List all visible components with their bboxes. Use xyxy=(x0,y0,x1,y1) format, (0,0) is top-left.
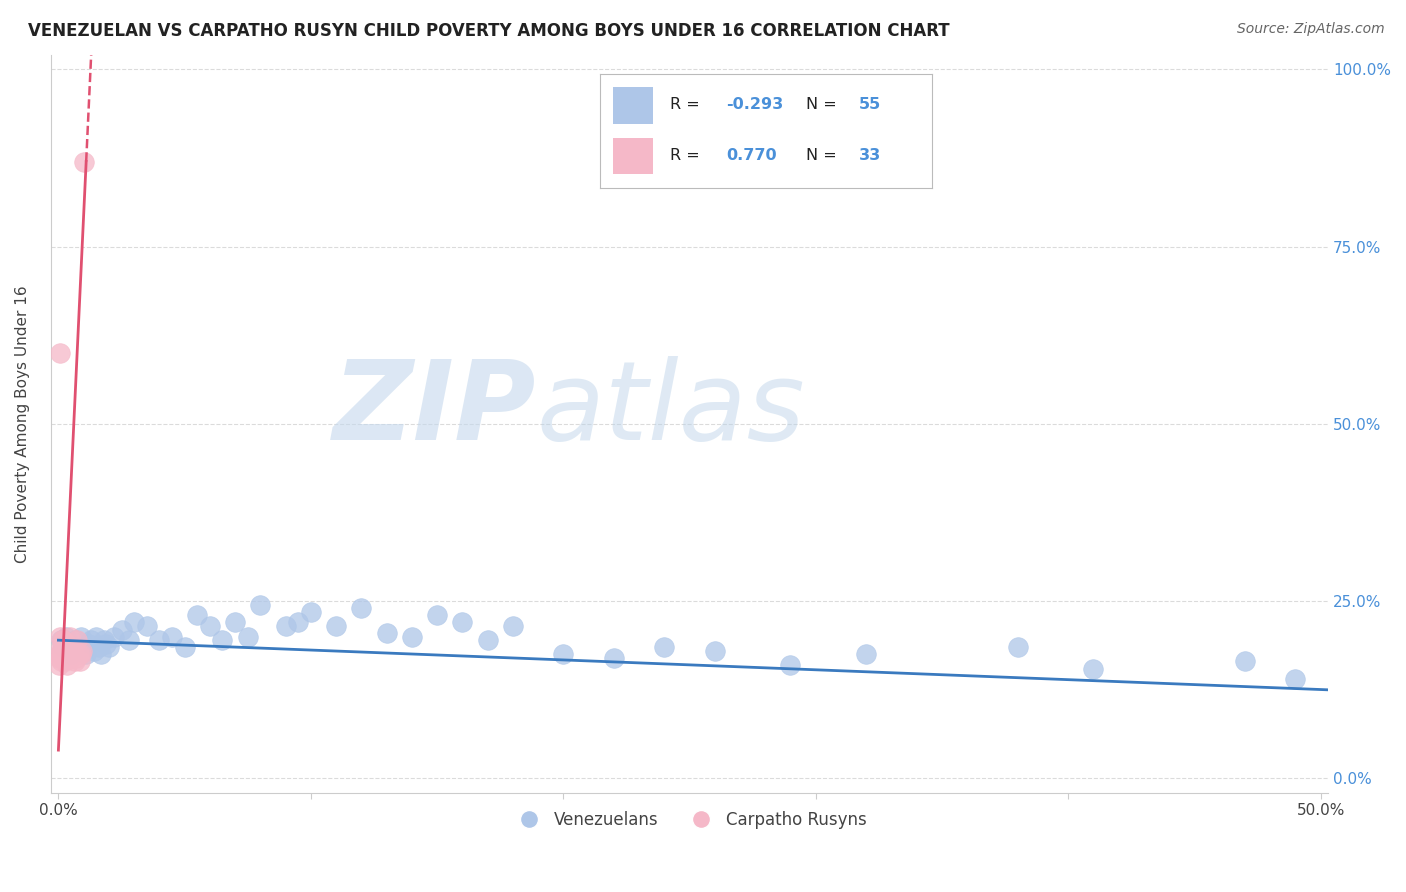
Text: VENEZUELAN VS CARPATHO RUSYN CHILD POVERTY AMONG BOYS UNDER 16 CORRELATION CHART: VENEZUELAN VS CARPATHO RUSYN CHILD POVER… xyxy=(28,22,949,40)
Point xyxy=(603,651,626,665)
Point xyxy=(1083,661,1105,675)
Point xyxy=(401,630,423,644)
Point xyxy=(70,630,93,644)
Point xyxy=(198,619,221,633)
Point xyxy=(299,605,322,619)
Point xyxy=(855,648,877,662)
Point xyxy=(69,655,91,669)
Point xyxy=(135,619,157,633)
Point xyxy=(103,630,125,644)
Point xyxy=(1233,655,1256,669)
Point xyxy=(93,633,115,648)
Point xyxy=(51,644,73,658)
Point xyxy=(96,637,118,651)
Point xyxy=(55,651,77,665)
Legend: Venezuelans, Carpatho Rusyns: Venezuelans, Carpatho Rusyns xyxy=(506,805,873,836)
Point xyxy=(58,644,80,658)
Point xyxy=(49,633,72,648)
Point xyxy=(49,640,72,655)
Point xyxy=(49,651,72,665)
Point xyxy=(287,615,309,630)
Point xyxy=(90,648,112,662)
Point xyxy=(52,648,75,662)
Y-axis label: Child Poverty Among Boys Under 16: Child Poverty Among Boys Under 16 xyxy=(15,285,30,563)
Point xyxy=(52,648,75,662)
Point xyxy=(62,640,84,655)
Point xyxy=(148,633,170,648)
Point xyxy=(70,648,93,662)
Point xyxy=(110,623,132,637)
Point xyxy=(65,651,87,665)
Point xyxy=(56,658,79,673)
Point xyxy=(52,633,75,648)
Point xyxy=(55,644,77,658)
Point xyxy=(84,630,107,644)
Text: Source: ZipAtlas.com: Source: ZipAtlas.com xyxy=(1237,22,1385,37)
Point xyxy=(51,648,73,662)
Point xyxy=(274,619,297,633)
Point xyxy=(118,633,141,648)
Point xyxy=(160,630,183,644)
Text: ZIP: ZIP xyxy=(333,356,536,463)
Point xyxy=(67,644,90,658)
Point xyxy=(87,640,110,655)
Point xyxy=(97,640,120,655)
Point xyxy=(66,633,89,648)
Point xyxy=(83,644,105,658)
Point xyxy=(703,644,725,658)
Point xyxy=(477,633,499,648)
Point xyxy=(48,648,70,662)
Point xyxy=(122,615,145,630)
Point xyxy=(80,633,103,648)
Point xyxy=(75,648,97,662)
Point xyxy=(652,640,675,655)
Point xyxy=(779,658,801,673)
Point xyxy=(67,648,90,662)
Point xyxy=(60,640,83,655)
Point xyxy=(49,655,72,669)
Point xyxy=(236,630,259,644)
Point xyxy=(49,346,72,360)
Point xyxy=(52,640,75,655)
Point xyxy=(325,619,347,633)
Point xyxy=(502,619,524,633)
Point xyxy=(58,637,80,651)
Point xyxy=(48,658,70,673)
Point xyxy=(52,640,75,655)
Point xyxy=(426,608,449,623)
Point xyxy=(63,655,86,669)
Text: atlas: atlas xyxy=(536,356,804,463)
Point xyxy=(72,640,94,655)
Point xyxy=(65,633,87,648)
Point xyxy=(62,648,84,662)
Point xyxy=(72,644,94,658)
Point xyxy=(451,615,474,630)
Point xyxy=(53,640,76,655)
Point xyxy=(77,637,100,651)
Point xyxy=(59,630,82,644)
Point xyxy=(375,626,398,640)
Point xyxy=(350,601,373,615)
Point xyxy=(173,640,195,655)
Point xyxy=(53,655,76,669)
Point xyxy=(48,630,70,644)
Point xyxy=(60,648,83,662)
Point xyxy=(51,633,73,648)
Point xyxy=(224,615,246,630)
Point xyxy=(1007,640,1029,655)
Point xyxy=(60,651,83,665)
Point xyxy=(1284,672,1306,686)
Point xyxy=(186,608,208,623)
Point xyxy=(56,637,79,651)
Point xyxy=(55,630,77,644)
Point xyxy=(249,598,271,612)
Point xyxy=(211,633,233,648)
Point xyxy=(553,648,575,662)
Point xyxy=(72,154,94,169)
